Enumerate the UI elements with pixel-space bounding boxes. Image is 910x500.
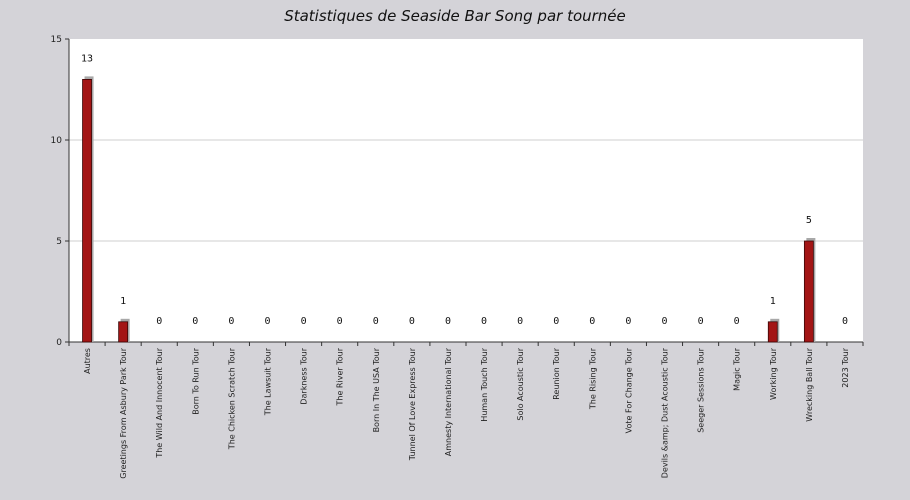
data-label: 0: [192, 316, 198, 327]
data-label: 0: [661, 316, 667, 327]
x-tick-label: Human Touch Tour: [480, 347, 489, 421]
y-tick-label: 15: [51, 35, 62, 45]
data-label: 0: [481, 316, 487, 327]
x-tick-label: Tunnel Of Love Express Tour: [408, 347, 417, 461]
x-tick-label: Autres: [83, 348, 92, 374]
axes: [65, 38, 864, 346]
x-tick-label: The River Tour: [336, 347, 345, 406]
x-tick-label: Magic Tour: [733, 347, 742, 391]
x-tick-label: The Rising Tour: [588, 347, 597, 410]
data-label: 0: [698, 316, 704, 327]
data-label: 0: [517, 316, 523, 327]
x-tick-label: Darkness Tour: [300, 347, 309, 404]
data-label: 0: [228, 316, 234, 327]
x-tick-label: Wrecking Ball Tour: [805, 347, 814, 421]
x-tick-label: The Wild And Innocent Tour: [155, 347, 164, 458]
x-tick-label: Reunion Tour: [552, 347, 561, 399]
x-tick-label: Solo Acoustic Tour: [516, 347, 525, 420]
data-label: 1: [120, 296, 126, 307]
x-tick-labels: Autres Greetings From Asbury Park Tour The…: [83, 347, 850, 478]
data-label: 0: [734, 316, 740, 327]
x-tick-label: Born To Run Tour: [191, 347, 200, 414]
y-tick-label: 5: [56, 237, 62, 247]
data-label: 0: [373, 316, 379, 327]
data-label: 0: [337, 316, 343, 327]
x-tick-label: The Lawsuit Tour: [264, 347, 273, 416]
x-tick-label: Working Tour: [769, 347, 778, 400]
x-tick-label: Greetings From Asbury Park Tour: [119, 347, 128, 478]
data-label: 13: [81, 53, 93, 64]
grid-lines: [69, 139, 863, 242]
data-label: 0: [301, 316, 307, 327]
data-label: 0: [445, 316, 451, 327]
bar: [767, 321, 778, 343]
chart-title: Statistiques de Seaside Bar Song par tou…: [284, 7, 626, 25]
data-label: 0: [625, 316, 631, 327]
x-tick-label: The Chicken Scratch Tour: [227, 347, 236, 450]
x-tick-label: Amnesty International Tour: [444, 347, 453, 456]
bars: [82, 76, 816, 343]
data-label: 0: [409, 316, 415, 327]
data-label: 0: [156, 316, 162, 327]
data-label: 0: [264, 316, 270, 327]
data-label: 5: [806, 215, 812, 226]
data-label: 0: [842, 316, 848, 327]
y-tick-label: 0: [56, 338, 62, 348]
x-tick-label: Devils &amp; Dust Acoustic Tour: [661, 347, 670, 478]
bar: [118, 321, 129, 343]
y-tick-labels: 0 5 10 15: [51, 35, 63, 348]
x-tick-label: Born In The USA Tour: [372, 347, 381, 432]
bar: [82, 79, 92, 343]
data-label: 0: [589, 316, 595, 327]
x-tick-label: Seeger Sessions Tour: [697, 347, 706, 432]
x-tick-label: 2023 Tour: [841, 347, 850, 387]
y-tick-label: 10: [51, 136, 63, 146]
data-labels: 13 1 0 0 0 0 0 0 0 0 0 0 0 0 0 0 0 0 0 1 5 0: [81, 53, 848, 327]
plot-area: [69, 39, 863, 342]
bar: [803, 240, 814, 343]
x-tick-label: Vote For Change Tour: [624, 347, 633, 433]
data-label: 1: [770, 296, 776, 307]
data-label: 0: [553, 316, 559, 327]
